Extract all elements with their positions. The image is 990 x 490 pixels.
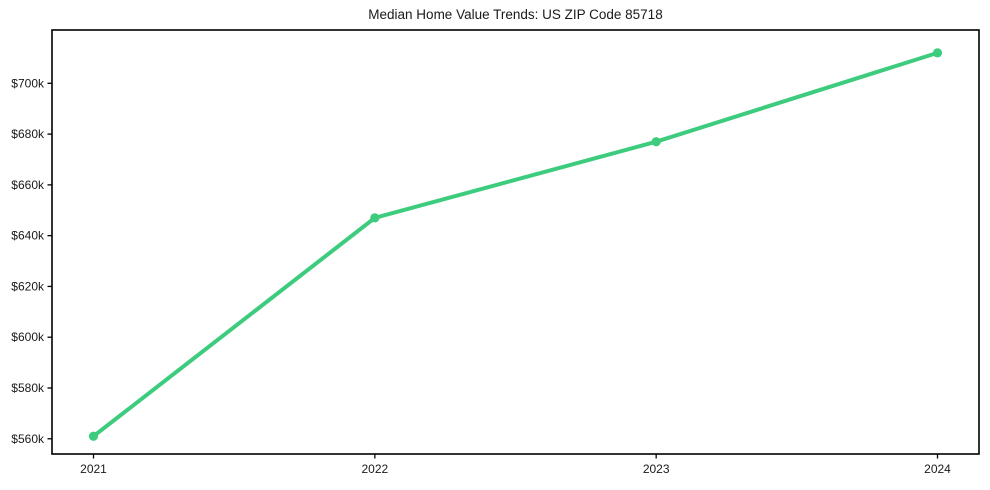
chart-title: Median Home Value Trends: US ZIP Code 85…: [368, 7, 663, 22]
y-tick-label: $600k: [11, 330, 45, 344]
x-tick-label: 2024: [924, 462, 951, 476]
x-tick-label: 2023: [643, 462, 670, 476]
data-point-2022: [370, 213, 380, 223]
y-tick-label: $660k: [11, 178, 45, 192]
y-tick-label: $580k: [11, 381, 45, 395]
y-tick-label: $700k: [11, 76, 45, 90]
trend-line: [91, 50, 940, 439]
y-tick-label: $620k: [11, 279, 45, 293]
y-tick-label: $680k: [11, 127, 45, 141]
y-tick-label: $640k: [11, 229, 45, 243]
x-tick-label: 2022: [361, 462, 388, 476]
data-point-2024: [932, 48, 943, 58]
x-tick-label: 2021: [80, 462, 107, 476]
data-point-2023: [651, 137, 661, 147]
data-point-2021: [88, 431, 99, 441]
axes-frame: [51, 29, 980, 455]
y-tick-label: $560k: [11, 432, 45, 446]
